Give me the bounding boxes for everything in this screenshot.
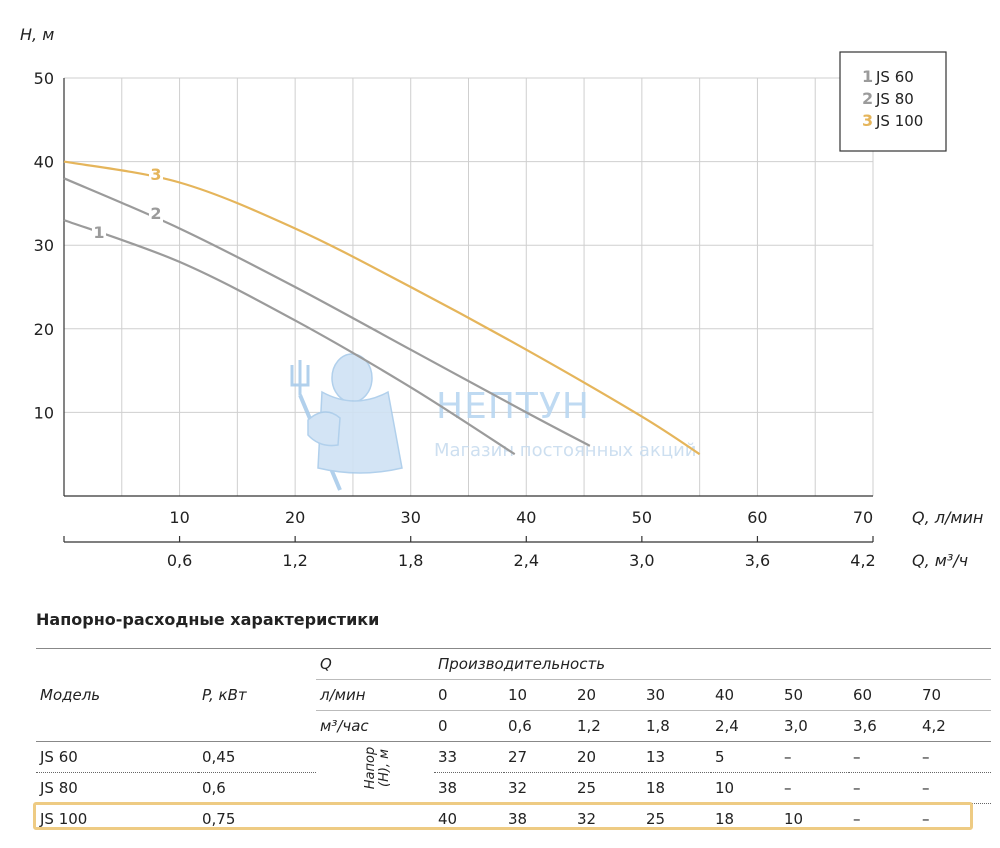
x-tick-label: 30 (401, 508, 421, 527)
curve-label: 3 (150, 165, 161, 184)
y-tick-label: 10 (34, 403, 54, 422)
x2-tick-label: 1,8 (398, 551, 423, 570)
neptune-logo-icon (290, 353, 403, 491)
watermark: НЕПТУН Магазин постоянных акций (290, 353, 697, 491)
curve-label-bg (92, 223, 106, 241)
chart-axes: 10 20 30 40 50 10 20 30 40 50 60 70 0,6 1,2 1,8 2,4 3,0 3… (34, 69, 876, 570)
x2-tick-label: 0,6 (167, 551, 192, 570)
performance-table: Q Производительность Модель P, кВт л/мин… (36, 648, 992, 834)
x-tick-label: 10 (169, 508, 189, 527)
legend-item: JS 80 (875, 90, 914, 108)
legend-number: 1 (862, 67, 873, 86)
y-tick-label: 30 (34, 236, 54, 255)
curve-label-bg (149, 165, 163, 183)
head-flow-chart: 10 20 30 40 50 10 20 30 40 50 60 70 0,6 1,2 1,8 2,4 3,0 3… (20, 25, 983, 570)
table-row: JS 100 0,75 40 38 32 25 18 10 – – (40, 810, 930, 828)
x2-tick-label: 2,4 (514, 551, 539, 570)
unit-m3: м³/час (316, 710, 434, 742)
power-header: P, кВт (202, 686, 247, 704)
table-row: JS 80 0,6 38 32 25 18 10– – – (36, 772, 992, 804)
curve-label: 2 (150, 204, 161, 223)
highlight-js100 (33, 802, 973, 830)
series-line-js-60 (63, 219, 516, 456)
curve-label: 1 (93, 223, 104, 242)
legend: 1 JS 602 JS 803 JS 100 (839, 51, 947, 152)
productivity-header: Производительность (434, 648, 992, 680)
x-tick-label: 50 (632, 508, 652, 527)
y-axis-label: H, м (20, 25, 54, 44)
x-tick-label: 40 (516, 508, 536, 527)
x-tick-label: 20 (285, 508, 305, 527)
head-label: Напор (H), м (363, 746, 392, 790)
x-tick-label: 70 (853, 508, 873, 527)
x-axis-label: Q, л/мин (912, 508, 983, 527)
x-tick-label: 60 (747, 508, 767, 527)
model-header: Модель (40, 686, 101, 704)
legend-item: JS 60 (875, 68, 914, 86)
x2-tick-label: 4,2 (850, 551, 875, 570)
legend-number: 3 (862, 111, 873, 130)
y-tick-label: 20 (34, 320, 54, 339)
table-title: Напорно-расходные характеристики (36, 610, 380, 629)
y-tick-label: 40 (34, 153, 54, 172)
table-row: JS 60 0,45 33 27 20 13 5– – – (36, 741, 992, 773)
unit-lmin: л/мин (316, 679, 434, 711)
series-line-js-100 (63, 160, 701, 456)
x2-tick-label: 3,6 (745, 551, 770, 570)
watermark-subtitle: Магазин постоянных акций (434, 440, 697, 461)
curve-label-bg (149, 204, 163, 222)
legend-number: 2 (862, 89, 873, 108)
x2-axis-label: Q, м³/ч (912, 551, 968, 570)
y-tick-label: 50 (34, 69, 54, 88)
x2-tick-label: 3,0 (629, 551, 654, 570)
chart-grid (63, 77, 874, 496)
x2-tick-label: 1,2 (282, 551, 307, 570)
q-header: Q (316, 648, 434, 680)
series-group: 1 2 3 (63, 160, 701, 456)
legend-item: JS 100 (875, 112, 923, 130)
watermark-title: НЕПТУН (436, 386, 590, 427)
